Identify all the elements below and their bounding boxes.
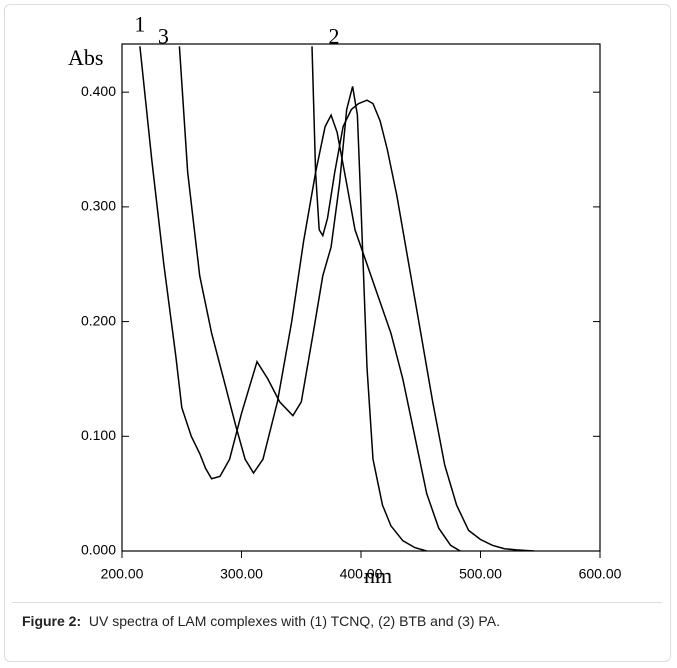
caption: Figure 2: UV spectra of LAM complexes wi…: [22, 613, 500, 629]
spectrum-line: [139, 46, 427, 551]
x-axis-label: nm: [364, 563, 392, 588]
series-label: 2: [329, 23, 340, 48]
y-tick-label: 0.200: [81, 312, 116, 328]
y-axis-label: Abs: [68, 45, 103, 70]
separator: [12, 602, 662, 603]
chart: Abs nm 0.000 0.100 0.200 0.300 0.400 200.00 30…: [68, 11, 622, 588]
figure-frame: [4, 4, 671, 662]
plot-frame: [121, 43, 601, 552]
y-tick-label: 0.300: [81, 198, 116, 214]
y-tick-label: 0.000: [81, 542, 116, 558]
x-tick-label: 300.00: [220, 566, 263, 582]
y-tick-label: 0.400: [81, 83, 116, 99]
spectrum-line: [178, 46, 461, 551]
series-label: 1: [134, 11, 145, 36]
spectrum-line: [311, 46, 535, 551]
x-tick-label: 600.00: [579, 566, 622, 582]
x-tick-label: 400.00: [340, 566, 383, 582]
x-tick-label: 200.00: [101, 566, 144, 582]
caption-text: UV spectra of LAM complexes with (1) TCN…: [88, 613, 500, 629]
x-tick-label: 500.00: [459, 566, 502, 582]
series-label: 3: [158, 23, 169, 48]
caption-label: Figure 2:: [22, 613, 82, 629]
lines: [139, 46, 535, 551]
y-tick-label: 0.100: [81, 427, 116, 443]
